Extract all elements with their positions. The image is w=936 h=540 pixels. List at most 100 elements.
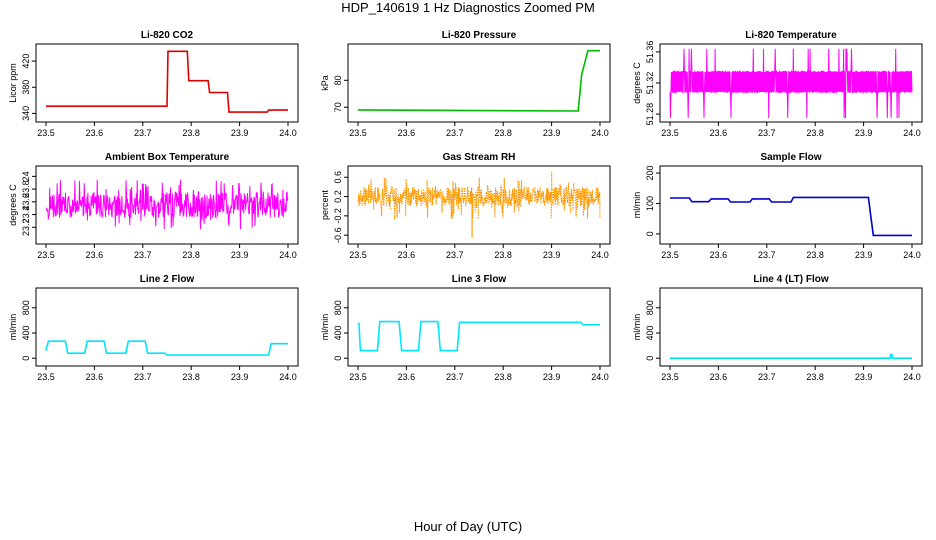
x-tick-label: 23.8	[182, 372, 200, 382]
x-tick-label: 23.7	[758, 372, 776, 382]
plot-frame	[347, 287, 611, 367]
chart-panel-line4: Line 4 (LT) Flow 23.5 23.6 23.7 23.8 23.9 24.0…	[632, 274, 923, 382]
x-tick-label: 23.5	[661, 372, 679, 382]
y-tick-label: 200	[645, 166, 655, 181]
y-tick-label: 0	[21, 356, 31, 361]
plot-frame	[35, 165, 299, 245]
x-tick-label: 23.8	[806, 250, 824, 260]
x-tick-label: 24.0	[903, 250, 921, 260]
plot-frame	[659, 165, 923, 245]
x-tick-label: 23.7	[446, 128, 464, 138]
y-tick-label: 70	[333, 102, 343, 112]
y-tick-label: 420	[21, 54, 31, 69]
y-tick-label: 80	[333, 75, 343, 85]
x-tick-label: 23.5	[37, 128, 55, 138]
x-tick-label: 23.8	[494, 250, 512, 260]
figure-title: HDP_140619 1 Hz Diagnostics Zoomed PM	[341, 0, 595, 15]
panel-title: Li-820 Temperature	[745, 30, 837, 41]
x-tick-label: 23.7	[134, 128, 152, 138]
chart-panel-sample_flow: Sample Flow 23.5 23.6 23.7 23.8 23.9 24.0 0 100 2…	[632, 152, 923, 260]
x-tick-label: 23.6	[398, 372, 416, 382]
y-tick-label: 0.6	[333, 171, 343, 184]
x-tick-label: 23.6	[398, 128, 416, 138]
series-line-line3	[358, 320, 600, 352]
panel-title: Sample Flow	[760, 152, 821, 163]
plot-area	[46, 50, 288, 113]
y-axis-label: ml/min	[320, 314, 330, 341]
plot-area	[669, 48, 913, 119]
plot-area	[670, 353, 912, 359]
series-line-li_temp	[669, 48, 913, 119]
y-tick-label: 380	[21, 80, 31, 95]
chart-panel-rh: Gas Stream RH 23.5 23.6 23.7 23.8 23.9 24.0 -0.…	[320, 152, 611, 260]
y-axis-label: ml/min	[632, 192, 642, 219]
y-tick-label: 0	[333, 356, 343, 361]
y-tick-label: 23.8	[21, 180, 31, 198]
x-tick-label: 23.5	[349, 250, 367, 260]
x-tick-label: 24.0	[279, 128, 297, 138]
series-line-sample_flow	[670, 196, 912, 237]
y-tick-label: 400	[645, 325, 655, 340]
x-tick-label: 23.9	[855, 250, 873, 260]
x-tick-label: 23.9	[543, 372, 561, 382]
y-tick-label: 100	[645, 196, 655, 211]
x-tick-label: 23.7	[446, 250, 464, 260]
x-tick-label: 23.6	[86, 250, 104, 260]
chart-panel-co2: Li-820 CO2 23.5 23.6 23.7 23.8 23.9 24.0 340 380…	[8, 30, 299, 138]
x-tick-label: 23.8	[806, 372, 824, 382]
x-tick-label: 23.8	[182, 128, 200, 138]
y-axis-label: kPa	[320, 75, 330, 91]
panel-title: Ambient Box Temperature	[105, 152, 230, 163]
x-tick-label: 23.8	[182, 250, 200, 260]
x-tick-label: 23.8	[806, 128, 824, 138]
panel-grid: Li-820 CO2 23.5 23.6 23.7 23.8 23.9 24.0 340 380…	[8, 30, 923, 382]
plot-area	[357, 49, 600, 112]
plot-area	[357, 171, 601, 238]
panel-title: Line 2 Flow	[140, 274, 195, 285]
plot-frame	[35, 287, 299, 367]
x-tick-label: 24.0	[279, 250, 297, 260]
panel-title: Li-820 CO2	[141, 30, 194, 41]
series-line-ambient	[45, 179, 289, 230]
y-tick-label: 800	[645, 300, 655, 315]
x-tick-label: 24.0	[903, 372, 921, 382]
x-tick-label: 23.6	[710, 372, 728, 382]
plot-frame	[659, 287, 923, 367]
x-axis-label: Hour of Day (UTC)	[414, 519, 522, 534]
chart-panel-line3: Line 3 Flow 23.5 23.6 23.7 23.8 23.9 24.0 0 400 8…	[320, 274, 611, 382]
y-tick-label: 23.4	[21, 206, 31, 224]
y-axis-label: Licor ppm	[8, 63, 18, 103]
series-line-line2	[45, 340, 288, 356]
x-tick-label: 23.7	[134, 372, 152, 382]
plot-frame	[347, 165, 611, 245]
chart-panel-li_temp: Li-820 Temperature 23.5 23.6 23.7 23.8 23.9 24…	[632, 30, 923, 138]
x-tick-label: 23.5	[349, 372, 367, 382]
y-tick-label: 24	[21, 171, 31, 181]
x-tick-label: 23.8	[494, 372, 512, 382]
y-axis-label: ml/min	[632, 314, 642, 341]
x-tick-label: 23.6	[710, 250, 728, 260]
y-tick-label: 51.28	[645, 103, 655, 126]
x-tick-label: 23.9	[543, 250, 561, 260]
x-tick-label: 23.7	[446, 372, 464, 382]
x-tick-label: 23.9	[231, 128, 249, 138]
x-tick-label: 24.0	[903, 128, 921, 138]
y-axis-label: degrees C	[8, 184, 18, 226]
y-tick-label: 0.2	[333, 190, 343, 203]
x-tick-label: 23.6	[86, 372, 104, 382]
panel-title: Line 3 Flow	[452, 274, 507, 285]
plot-frame	[35, 43, 299, 123]
plot-area	[45, 340, 288, 356]
y-tick-label: 400	[333, 325, 343, 340]
y-tick-label: 23.6	[21, 193, 31, 211]
series-line-co2	[46, 50, 288, 113]
x-tick-label: 23.6	[710, 128, 728, 138]
y-tick-label: 51.32	[645, 72, 655, 95]
x-tick-label: 23.7	[758, 128, 776, 138]
chart-panel-line2: Line 2 Flow 23.5 23.6 23.7 23.8 23.9 24.0 0 400 8…	[8, 274, 299, 382]
x-tick-label: 23.5	[661, 250, 679, 260]
y-tick-label: 0	[645, 231, 655, 236]
x-tick-label: 23.9	[543, 128, 561, 138]
